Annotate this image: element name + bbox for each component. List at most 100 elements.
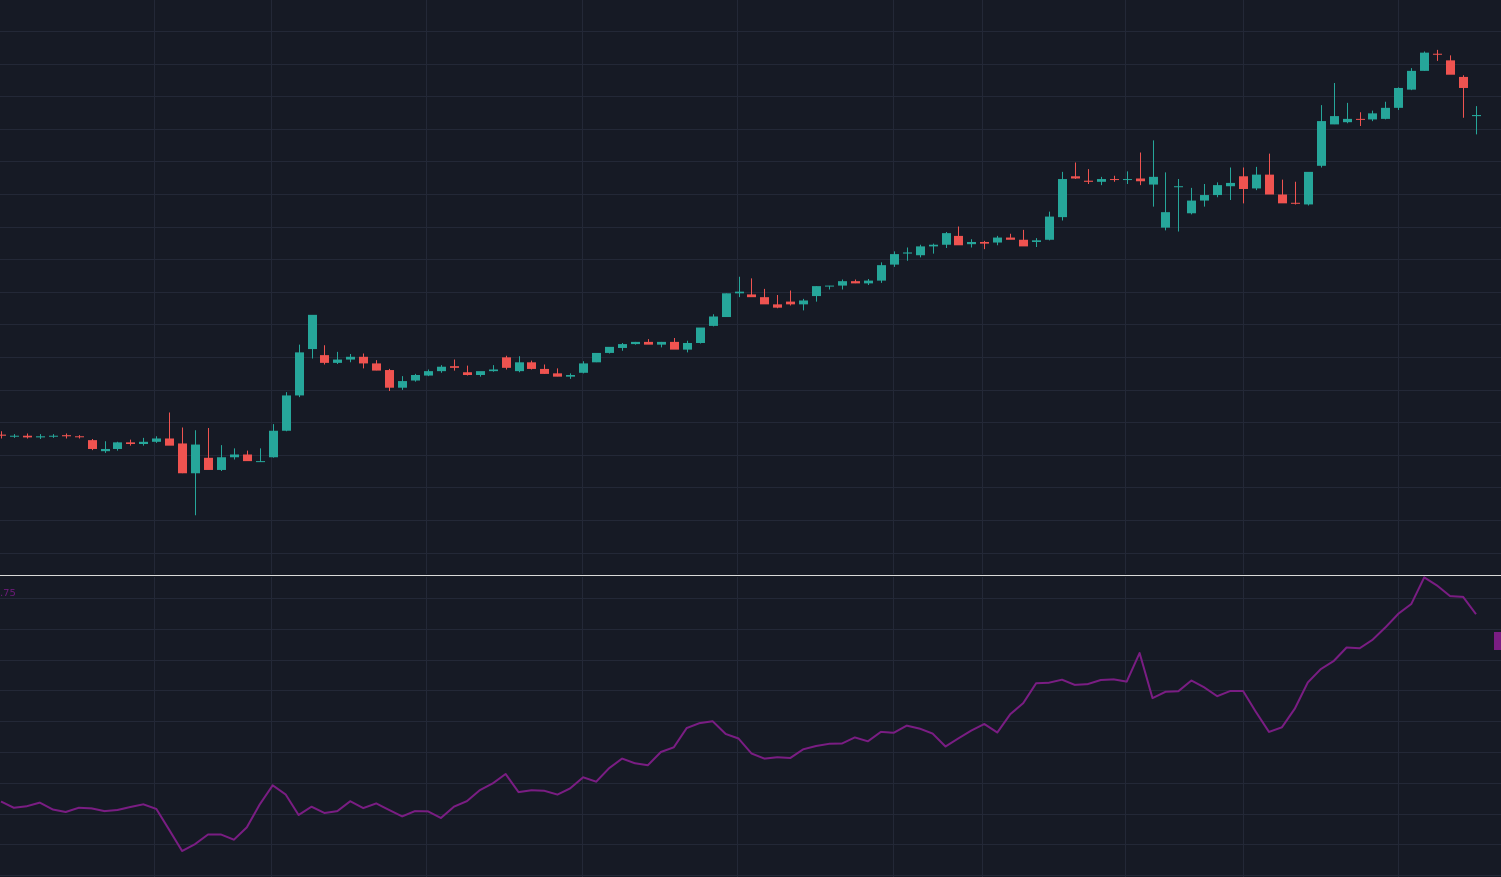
candle[interactable] (88, 439, 97, 451)
candle[interactable] (411, 373, 420, 382)
candle[interactable] (812, 286, 821, 302)
price-pane-candles[interactable] (0, 49, 1481, 516)
candle[interactable] (735, 276, 744, 298)
candle[interactable] (760, 288, 769, 305)
candle[interactable] (722, 293, 731, 318)
candle[interactable] (178, 427, 187, 474)
candle[interactable] (1459, 75, 1468, 118)
candle[interactable] (1058, 171, 1067, 221)
candle[interactable] (23, 433, 32, 439)
candle[interactable] (385, 368, 394, 392)
candle[interactable] (527, 360, 536, 370)
candle[interactable] (1187, 187, 1196, 215)
candle[interactable] (1136, 152, 1145, 186)
candle[interactable] (1407, 68, 1416, 91)
candle[interactable] (320, 345, 329, 365)
candle[interactable] (463, 365, 472, 376)
candle[interactable] (838, 279, 847, 290)
candle[interactable] (1356, 112, 1365, 127)
candle[interactable] (954, 226, 963, 246)
candle[interactable] (139, 437, 148, 446)
candle[interactable] (540, 364, 549, 374)
indicator-pane[interactable] (0, 576, 1477, 852)
candle[interactable] (1291, 181, 1300, 205)
candle[interactable] (618, 342, 627, 351)
candle[interactable] (424, 369, 433, 377)
candle[interactable] (62, 433, 71, 439)
candle[interactable] (515, 356, 524, 373)
candle[interactable] (709, 314, 718, 327)
candle[interactable] (1330, 83, 1339, 125)
candle[interactable] (165, 412, 174, 446)
candle[interactable] (49, 434, 58, 438)
candle[interactable] (1420, 51, 1429, 71)
candle[interactable] (903, 247, 912, 261)
candle[interactable] (553, 368, 562, 377)
candle[interactable] (10, 434, 19, 438)
candle[interactable] (1226, 167, 1235, 201)
candle[interactable] (566, 373, 575, 379)
candle[interactable] (217, 445, 226, 472)
candle[interactable] (1446, 55, 1455, 75)
candle[interactable] (851, 279, 860, 284)
candle[interactable] (1149, 140, 1158, 207)
candle[interactable] (1304, 171, 1313, 206)
candle[interactable] (502, 355, 511, 370)
candle[interactable] (126, 439, 135, 446)
candle[interactable] (75, 435, 84, 439)
candle[interactable] (256, 448, 265, 463)
candle[interactable] (1084, 169, 1093, 185)
candle[interactable] (308, 314, 317, 359)
candle[interactable] (579, 361, 588, 374)
candle[interactable] (1200, 184, 1209, 207)
candle[interactable] (1045, 211, 1054, 241)
candle[interactable] (993, 235, 1002, 246)
candle[interactable] (1368, 110, 1377, 122)
candle[interactable] (243, 450, 252, 462)
candle[interactable] (101, 441, 110, 453)
candle[interactable] (1472, 106, 1481, 135)
candle[interactable] (191, 430, 200, 516)
candle[interactable] (1394, 87, 1403, 111)
indicator-line[interactable] (0, 576, 1477, 852)
candle[interactable] (36, 434, 45, 440)
candle[interactable] (1097, 176, 1106, 186)
candle[interactable] (489, 365, 498, 372)
candle[interactable] (359, 353, 368, 369)
candle[interactable] (476, 371, 485, 377)
candle[interactable] (152, 436, 161, 443)
candle[interactable] (437, 365, 446, 373)
candle[interactable] (877, 262, 886, 283)
candle[interactable] (799, 298, 808, 311)
candle[interactable] (269, 424, 278, 458)
candle[interactable] (1174, 179, 1183, 232)
candle[interactable] (890, 251, 899, 267)
candle[interactable] (1265, 153, 1274, 195)
candle[interactable] (683, 340, 692, 353)
candle[interactable] (1213, 182, 1222, 198)
candle[interactable] (0, 431, 6, 439)
candle[interactable] (929, 243, 938, 254)
candle[interactable] (592, 352, 601, 363)
candle[interactable] (1071, 162, 1080, 180)
candle[interactable] (916, 244, 925, 258)
candle[interactable] (657, 341, 666, 348)
candle[interactable] (1006, 233, 1015, 240)
candle[interactable] (631, 341, 640, 345)
candle[interactable] (230, 448, 239, 460)
candle[interactable] (450, 359, 459, 371)
candle[interactable] (204, 428, 213, 470)
candle[interactable] (825, 285, 834, 290)
candle[interactable] (942, 232, 951, 249)
candle[interactable] (1381, 101, 1390, 120)
candle[interactable] (786, 290, 795, 306)
candle[interactable] (346, 354, 355, 363)
candle[interactable] (1343, 102, 1352, 124)
candle[interactable] (1110, 175, 1119, 182)
candle[interactable] (295, 344, 304, 398)
candle[interactable] (605, 346, 614, 354)
candle[interactable] (773, 294, 782, 309)
candle[interactable] (864, 278, 873, 286)
